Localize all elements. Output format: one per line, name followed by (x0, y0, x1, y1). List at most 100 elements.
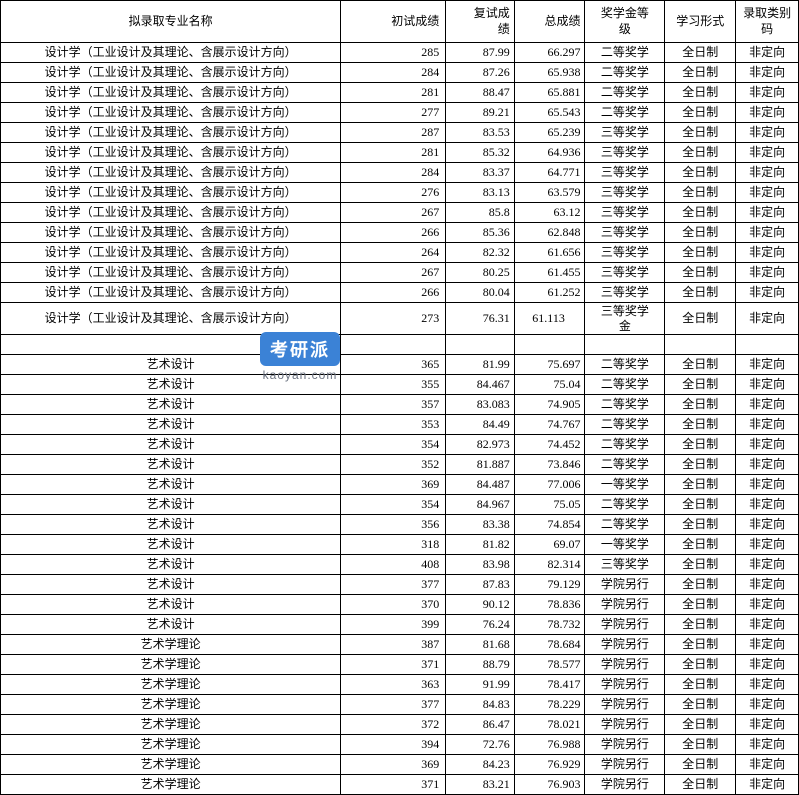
cell-total: 78.577 (514, 655, 585, 675)
cell-prelim: 369 (341, 755, 446, 775)
table-row: 艺术学理论37286.4778.021学院另行全日制非定向 (1, 715, 799, 735)
cell-total: 78.021 (514, 715, 585, 735)
cell-prelim: 287 (341, 123, 446, 143)
cell-total: 65.938 (514, 63, 585, 83)
cell-cat: 非定向 (736, 263, 799, 283)
cell-prelim: 264 (341, 243, 446, 263)
cell-retest: 76.31 (446, 303, 514, 335)
cell-total: 61.113 (514, 303, 585, 335)
cell-mode: 全日制 (665, 455, 736, 475)
cell-schol: 三等奖学 (585, 123, 665, 143)
cell-schol: 三等奖学 (585, 283, 665, 303)
table-row: 设计学（工业设计及其理论、含展示设计方向）28188.4765.881二等奖学全… (1, 83, 799, 103)
cell-prelim: 370 (341, 595, 446, 615)
cell-mode: 全日制 (665, 755, 736, 775)
cell-retest: 82.32 (446, 243, 514, 263)
cell-major: 艺术设计 (1, 515, 341, 535)
cell-major: 艺术设计 (1, 575, 341, 595)
cell-major: 艺术学理论 (1, 675, 341, 695)
table-row: 艺术设计35482.97374.452二等奖学全日制非定向 (1, 435, 799, 455)
cell-schol: 二等奖学 (585, 375, 665, 395)
blank-cell (341, 335, 446, 355)
cell-cat: 非定向 (736, 283, 799, 303)
table-row: 艺术学理论37183.2176.903学院另行全日制非定向 (1, 775, 799, 795)
cell-retest: 84.487 (446, 475, 514, 495)
cell-major: 设计学（工业设计及其理论、含展示设计方向） (1, 103, 341, 123)
cell-major: 艺术设计 (1, 455, 341, 475)
cell-mode: 全日制 (665, 435, 736, 455)
cell-total: 63.579 (514, 183, 585, 203)
cell-retest: 84.467 (446, 375, 514, 395)
cell-major: 设计学（工业设计及其理论、含展示设计方向） (1, 123, 341, 143)
cell-cat: 非定向 (736, 595, 799, 615)
blank-cell (665, 335, 736, 355)
cell-retest: 90.12 (446, 595, 514, 615)
cell-cat: 非定向 (736, 123, 799, 143)
cell-mode: 全日制 (665, 223, 736, 243)
cell-prelim: 371 (341, 775, 446, 795)
table-header: 拟录取专业名称初试成绩复试成绩总成绩奖学金等级学习形式录取类别码 (1, 1, 799, 43)
cell-retest: 81.82 (446, 535, 514, 555)
table-row: 设计学（工业设计及其理论、含展示设计方向）26785.863.12三等奖学全日制… (1, 203, 799, 223)
cell-prelim: 394 (341, 735, 446, 755)
cell-prelim: 356 (341, 515, 446, 535)
table-row: 艺术设计37787.8379.129学院另行全日制非定向 (1, 575, 799, 595)
cell-total: 76.903 (514, 775, 585, 795)
cell-cat: 非定向 (736, 223, 799, 243)
cell-major: 设计学（工业设计及其理论、含展示设计方向） (1, 83, 341, 103)
cell-schol: 学院另行 (585, 715, 665, 735)
cell-total: 78.684 (514, 635, 585, 655)
cell-major: 艺术学理论 (1, 635, 341, 655)
cell-schol: 学院另行 (585, 735, 665, 755)
cell-major: 艺术设计 (1, 395, 341, 415)
cell-retest: 81.99 (446, 355, 514, 375)
cell-prelim: 273 (341, 303, 446, 335)
admission-table: 拟录取专业名称初试成绩复试成绩总成绩奖学金等级学习形式录取类别码 设计学（工业设… (0, 0, 799, 795)
cell-prelim: 266 (341, 283, 446, 303)
cell-schol: 二等奖学 (585, 43, 665, 63)
cell-prelim: 267 (341, 263, 446, 283)
table-row: 设计学（工业设计及其理论、含展示设计方向）28185.3264.936三等奖学全… (1, 143, 799, 163)
col-header-retest: 复试成绩 (446, 1, 514, 43)
cell-schol: 二等奖学 (585, 63, 665, 83)
cell-prelim: 377 (341, 695, 446, 715)
cell-mode: 全日制 (665, 515, 736, 535)
cell-schol: 二等奖学 (585, 355, 665, 375)
blank-cell (514, 335, 585, 355)
cell-retest: 83.53 (446, 123, 514, 143)
cell-major: 艺术学理论 (1, 695, 341, 715)
table-row: 艺术设计39976.2478.732学院另行全日制非定向 (1, 615, 799, 635)
table-row: 设计学（工业设计及其理论、含展示设计方向）28487.2665.938二等奖学全… (1, 63, 799, 83)
cell-prelim: 354 (341, 435, 446, 455)
cell-cat: 非定向 (736, 755, 799, 775)
cell-mode: 全日制 (665, 163, 736, 183)
col-header-cat: 录取类别码 (736, 1, 799, 43)
blank-cell (585, 335, 665, 355)
cell-retest: 91.99 (446, 675, 514, 695)
cell-retest: 83.98 (446, 555, 514, 575)
cell-mode: 全日制 (665, 203, 736, 223)
cell-total: 74.905 (514, 395, 585, 415)
blank-cell (736, 335, 799, 355)
cell-major: 设计学（工业设计及其理论、含展示设计方向） (1, 163, 341, 183)
cell-schol: 二等奖学 (585, 103, 665, 123)
cell-cat: 非定向 (736, 455, 799, 475)
cell-mode: 全日制 (665, 143, 736, 163)
cell-major: 艺术设计 (1, 435, 341, 455)
cell-total: 82.314 (514, 555, 585, 575)
cell-retest: 83.38 (446, 515, 514, 535)
table-row: 艺术设计31881.8269.07一等奖学全日制非定向 (1, 535, 799, 555)
cell-schol: 学院另行 (585, 755, 665, 775)
cell-prelim: 277 (341, 103, 446, 123)
table-row: 艺术学理论37188.7978.577学院另行全日制非定向 (1, 655, 799, 675)
cell-total: 63.12 (514, 203, 585, 223)
cell-mode: 全日制 (665, 695, 736, 715)
table-row: 艺术设计35281.88773.846二等奖学全日制非定向 (1, 455, 799, 475)
cell-prelim: 371 (341, 655, 446, 675)
cell-cat: 非定向 (736, 143, 799, 163)
table-row: 艺术学理论36391.9978.417学院另行全日制非定向 (1, 675, 799, 695)
cell-mode: 全日制 (665, 555, 736, 575)
cell-cat: 非定向 (736, 675, 799, 695)
cell-retest: 89.21 (446, 103, 514, 123)
cell-retest: 84.83 (446, 695, 514, 715)
